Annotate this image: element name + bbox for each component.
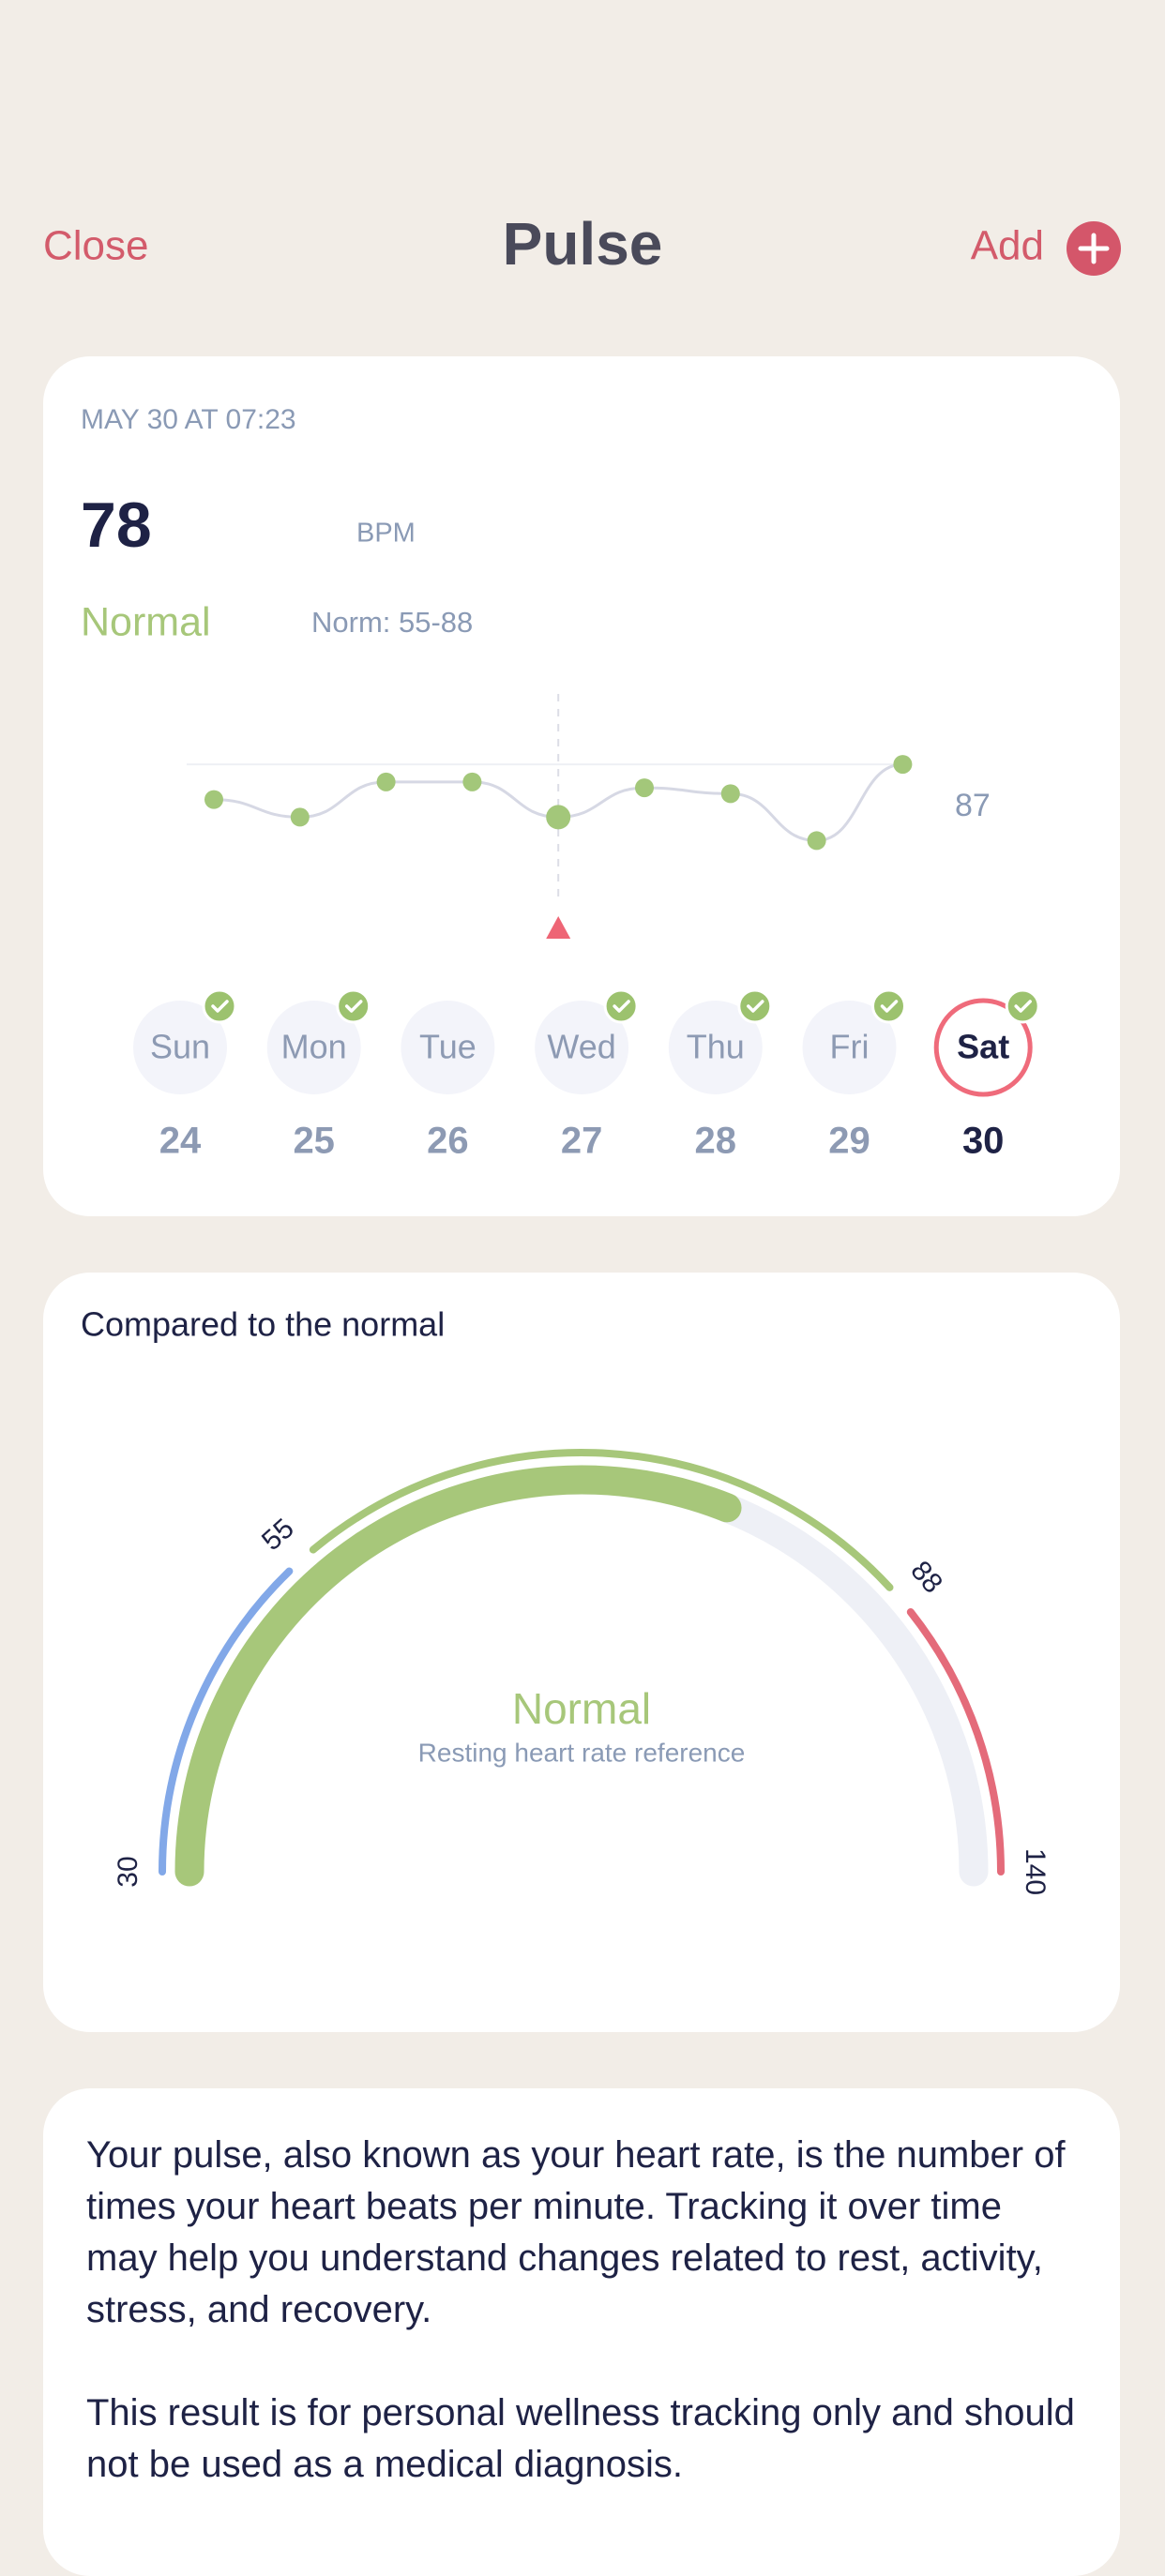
- app-canvas: Close Pulse Add MAY 30 AT 07:23 78 BPM N…: [43, 210, 1121, 2032]
- pulse-point: [546, 805, 571, 830]
- day-name[interactable]: Sun: [150, 1028, 210, 1066]
- check-mark: [211, 1000, 229, 1013]
- check-badge: [1005, 988, 1040, 1024]
- timestamp: MAY 30 AT 07:23: [81, 404, 296, 435]
- gauge-card: [43, 1273, 1120, 2032]
- day-date[interactable]: 29: [828, 1121, 870, 1162]
- day-circle[interactable]: [535, 1001, 629, 1094]
- add-button[interactable]: Add: [971, 223, 1044, 269]
- sparkline: 87: [187, 694, 991, 939]
- pulse-point: [807, 831, 826, 851]
- pulse-point: [376, 772, 396, 791]
- pulse-point: [893, 755, 913, 775]
- gauge-zone: [309, 1449, 894, 1591]
- day-date[interactable]: 25: [293, 1121, 335, 1162]
- pulse-point: [462, 772, 482, 791]
- bpm-unit: BPM: [356, 519, 416, 549]
- gauge-label: Normal: [512, 1684, 651, 1733]
- day-date[interactable]: 28: [695, 1121, 737, 1162]
- check-mark: [747, 1000, 764, 1013]
- check-badge: [202, 988, 237, 1024]
- day-name[interactable]: Thu: [687, 1028, 745, 1066]
- screen: { "header": {"close": "Close", "title": …: [43, 209, 1121, 2576]
- gauge-zone: [159, 1567, 294, 1876]
- check-mark: [613, 1000, 630, 1013]
- check-mark: [1014, 1000, 1032, 1013]
- day-name[interactable]: Mon: [281, 1028, 347, 1066]
- day-circle[interactable]: [802, 1001, 897, 1094]
- gauge-tick-label: 30: [113, 1856, 144, 1887]
- day-item[interactable]: Thu 28: [668, 988, 773, 1162]
- gauge-value: [174, 1465, 742, 1887]
- check-badge: [737, 988, 773, 1024]
- day-selector: Sun 24 Mon 25 Tue 26 Wed 27 Thu 28 Fri 29 Sat 30: [133, 988, 1040, 1162]
- day-item[interactable]: Fri 29: [802, 988, 906, 1162]
- day-date[interactable]: 30: [962, 1121, 1005, 1162]
- day-name[interactable]: Sat: [957, 1028, 1009, 1066]
- day-item[interactable]: Sat 30: [933, 988, 1040, 1162]
- check-badge: [871, 988, 906, 1024]
- pulse-point: [204, 790, 223, 809]
- close-button[interactable]: Close: [43, 223, 149, 269]
- check-mark: [344, 1000, 363, 1013]
- check-badge: [603, 988, 639, 1024]
- bpm-value: 78: [81, 490, 152, 561]
- selection-marker: [546, 916, 571, 939]
- day-circle[interactable]: [266, 1001, 361, 1094]
- day-item[interactable]: Tue 26: [401, 1001, 495, 1162]
- day-date[interactable]: 26: [427, 1121, 469, 1162]
- day-date[interactable]: 24: [159, 1121, 202, 1162]
- gauge-tick-label: 140: [1020, 1848, 1051, 1895]
- day-item[interactable]: Sun 24: [133, 988, 237, 1162]
- pulse-point: [720, 784, 740, 804]
- day-circle[interactable]: [401, 1001, 495, 1094]
- check-mark: [880, 1000, 899, 1013]
- day-item[interactable]: Wed 27: [535, 988, 639, 1162]
- pulse-point: [290, 807, 310, 827]
- day-circle[interactable]: [933, 998, 1033, 1097]
- day-circle[interactable]: [133, 1001, 227, 1094]
- norm-range: Norm: 55-88: [311, 606, 473, 639]
- check-badge: [336, 988, 371, 1024]
- day-name[interactable]: Tue: [419, 1028, 477, 1066]
- day-circle[interactable]: [668, 1001, 763, 1094]
- day-name[interactable]: Fri: [830, 1028, 870, 1066]
- pulse-point: [635, 778, 654, 798]
- day-name[interactable]: Wed: [547, 1028, 615, 1066]
- info-paragraph: Your pulse, also known as your heart rat…: [86, 2134, 1066, 2330]
- info-card: Your pulse, also known as your heart rat…: [43, 2088, 1120, 2576]
- screen-title: Pulse: [503, 210, 663, 278]
- add-plus[interactable]: [1078, 233, 1110, 264]
- gauge-title: Compared to the normal: [81, 1305, 445, 1344]
- info-paragraph: This result is for personal wellness tra…: [86, 2392, 1075, 2485]
- gauge-zone: [906, 1607, 1005, 1876]
- day-date[interactable]: 27: [561, 1121, 603, 1162]
- day-item[interactable]: Mon 25: [266, 988, 371, 1162]
- gauge-caption: Resting heart rate reference: [418, 1738, 746, 1767]
- status: Normal: [81, 599, 211, 644]
- y-tick-label: 87: [955, 788, 991, 823]
- add-icon[interactable]: [1067, 221, 1121, 276]
